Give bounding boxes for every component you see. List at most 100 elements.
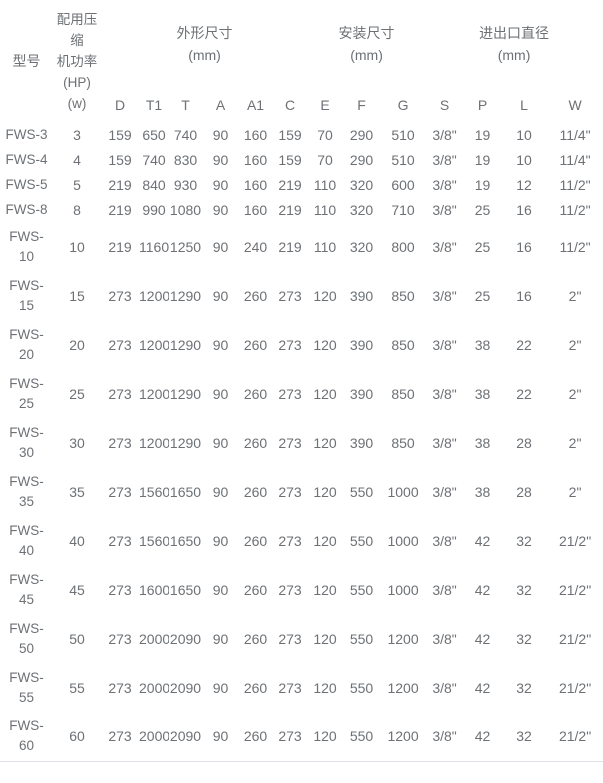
value-cell: 120 (313, 532, 337, 549)
value-cell: 50 (69, 630, 85, 647)
value-cell: 850 (391, 336, 415, 353)
value-cell: 42 (474, 532, 491, 549)
value-cell: 10 (69, 238, 85, 255)
value-cell: 90 (212, 532, 229, 549)
value-cell: 30 (69, 434, 85, 451)
value-cell: 90 (212, 385, 229, 402)
value-cell: 20 (69, 336, 85, 353)
value-cell: 5 (73, 176, 81, 193)
value-cell: 55 (69, 679, 85, 696)
value-cell: 550 (349, 483, 374, 500)
spec-table: 型号 配用压 缩 机功率 (HP) (w) 外形尺寸 (mm) 安装尺寸 (mm… (0, 0, 603, 762)
value-cell: 3/8" (432, 201, 457, 218)
value-cell: 25 (474, 287, 491, 304)
value-cell: 160 (243, 201, 268, 218)
value-cell: 1290 (169, 385, 202, 402)
value-cell: 45 (69, 581, 85, 598)
value-cell: 28 (516, 483, 532, 500)
value-cell: 219 (108, 201, 132, 218)
value-cell: 159 (278, 151, 302, 168)
value-cell: 219 (278, 201, 302, 218)
value-cell: 70 (317, 126, 333, 143)
model-cell: FWS-35 (9, 473, 44, 509)
value-cell: 1200 (139, 385, 169, 402)
value-cell: 1200 (387, 679, 419, 696)
model-cell: FWS-45 (9, 571, 44, 607)
value-cell: 35 (69, 483, 85, 500)
value-cell: 260 (243, 336, 268, 353)
value-cell: 1560 (139, 483, 169, 500)
group-unit: (mm) (188, 47, 221, 63)
value-cell: 273 (108, 287, 132, 304)
value-cell: 120 (313, 679, 337, 696)
value-cell: 70 (317, 151, 333, 168)
value-cell: 219 (108, 176, 132, 193)
value-cell: 21/2" (558, 532, 592, 549)
value-cell: 1290 (169, 287, 202, 304)
value-cell: 28 (516, 434, 532, 451)
value-cell: 11/2" (559, 176, 591, 193)
value-cell: 3/8" (432, 679, 457, 696)
value-cell: 159 (108, 126, 132, 143)
value-cell: 800 (391, 238, 415, 255)
value-cell: 390 (349, 434, 374, 451)
value-cell: 260 (243, 581, 268, 598)
value-cell: 390 (349, 336, 374, 353)
value-cell: 550 (349, 532, 374, 549)
value-cell: 120 (313, 483, 337, 500)
value-cell: 290 (349, 126, 374, 143)
value-cell: 25 (474, 238, 491, 255)
value-cell: 990 (142, 201, 166, 218)
col-header-A: A (215, 97, 226, 113)
value-cell: 1160 (139, 238, 169, 255)
value-cell: 19 (474, 176, 491, 193)
header-letter-row: D T1 T A A1 C E F G S P L W (0, 88, 603, 122)
value-cell: 32 (516, 630, 532, 647)
value-cell: 90 (212, 287, 229, 304)
value-cell: 90 (212, 126, 229, 143)
value-cell: 1600 (139, 581, 169, 598)
col-header-T: T (181, 97, 190, 113)
value-cell: 390 (349, 385, 374, 402)
col-header-T1: T1 (145, 97, 163, 113)
col-group-inlet-outlet-diameter: 进出口直径 (mm) (425, 0, 603, 88)
value-cell: 32 (516, 679, 532, 696)
table-row: FWS-35 35 273 1560 1650 90 260 273 120 550 1000 3/8… (0, 467, 603, 516)
value-cell: 273 (278, 728, 302, 745)
value-cell: 120 (313, 336, 337, 353)
value-cell: 1200 (139, 287, 169, 304)
table-row: FWS-5 5 219 840 930 90 160 219 110 320 600 3/8" 19 12… (0, 172, 603, 197)
value-cell: 15 (69, 287, 85, 304)
value-cell: 219 (278, 176, 302, 193)
col-header-power: 配用压 缩 机功率 (HP) (w) (56, 11, 98, 111)
value-cell: 273 (278, 532, 302, 549)
table-row: FWS-30 30 273 1200 1290 90 260 273 120 390 850 3/8"… (0, 418, 603, 467)
value-cell: 10 (516, 126, 532, 143)
value-cell: 11/2" (559, 238, 591, 255)
value-cell: 3/8" (432, 728, 457, 745)
value-cell: 850 (391, 385, 415, 402)
col-header-D: D (114, 97, 126, 113)
value-cell: 320 (349, 201, 374, 218)
header-group-row: 型号 配用压 缩 机功率 (HP) (w) 外形尺寸 (mm) 安装尺寸 (mm… (0, 0, 603, 111)
value-cell: 850 (391, 287, 415, 304)
value-cell: 273 (278, 630, 302, 647)
value-cell: 260 (243, 679, 268, 696)
value-cell: 160 (243, 151, 268, 168)
value-cell: 219 (108, 238, 132, 255)
value-cell: 1560 (139, 532, 169, 549)
value-cell: 25 (69, 385, 85, 402)
value-cell: 22 (516, 336, 532, 353)
group-title: 外形尺寸 (176, 25, 233, 41)
value-cell: 42 (474, 581, 491, 598)
value-cell: 2090 (169, 679, 202, 696)
value-cell: 21/2" (558, 679, 592, 696)
value-cell: 3/8" (432, 238, 457, 255)
value-cell: 273 (108, 385, 132, 402)
value-cell: 2" (568, 336, 582, 353)
value-cell: 260 (243, 532, 268, 549)
value-cell: 740 (173, 126, 198, 143)
model-cell: FWS-25 (9, 375, 44, 411)
value-cell: 11/2" (559, 201, 591, 218)
value-cell: 42 (474, 679, 491, 696)
